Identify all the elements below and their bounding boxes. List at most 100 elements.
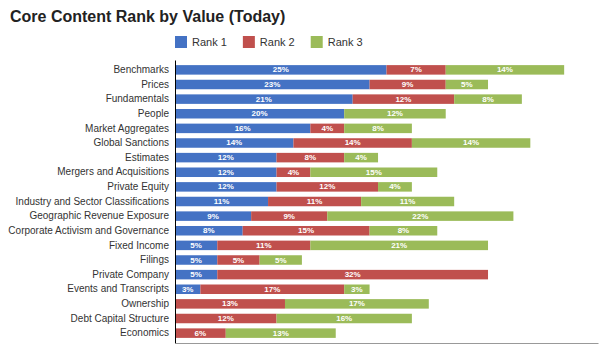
bar (175, 138, 293, 148)
data-label: 25% (273, 65, 289, 74)
x-axis (176, 343, 599, 344)
tick: Geographic Revenue Exposure (29, 210, 175, 221)
data-label: 12% (218, 153, 234, 162)
tick-label: Private Equity (107, 181, 169, 192)
bar (175, 65, 387, 75)
legend: Rank 1Rank 2Rank 3 (175, 36, 363, 48)
bar (217, 255, 259, 265)
bar (353, 94, 455, 104)
tick: Market Aggregates (85, 123, 175, 134)
data-label: 12% (218, 314, 234, 323)
data-label: 20% (252, 109, 268, 118)
data-label: 14% (345, 138, 361, 147)
legend-item: Rank 3 (311, 36, 363, 48)
legend-swatch (311, 36, 323, 48)
tick: Ownership (121, 298, 175, 309)
bar (175, 182, 277, 192)
tick-label: People (138, 108, 170, 119)
data-label: 22% (412, 212, 428, 221)
data-label: 9% (283, 212, 295, 221)
data-label: 16% (336, 314, 352, 323)
tick: Fixed Income (109, 240, 175, 251)
data-label: 12% (387, 109, 403, 118)
data-label: 14% (463, 138, 479, 147)
bar (175, 80, 370, 90)
legend-label: Rank 1 (192, 36, 227, 48)
bar (454, 94, 522, 104)
data-label: 23% (264, 80, 280, 89)
tick-label: Fundamentals (106, 93, 169, 104)
data-label: 16% (235, 124, 251, 133)
tick: Events and Transcripts (67, 283, 175, 294)
legend-swatch (243, 36, 255, 48)
data-label: 5% (275, 256, 287, 265)
data-label: 17% (264, 285, 280, 294)
tick-label: Corporate Activism and Governance (8, 225, 169, 236)
data-label: 8% (482, 95, 494, 104)
bar (277, 153, 345, 163)
bar (175, 270, 217, 280)
bar (175, 314, 277, 324)
bar (175, 211, 251, 221)
tick-label: Events and Transcripts (67, 283, 169, 294)
data-label: 8% (203, 226, 215, 235)
bar (226, 328, 336, 338)
tick: People (138, 108, 175, 119)
bar (285, 299, 429, 309)
tick: Private Company (92, 269, 175, 280)
bar (200, 284, 344, 294)
tick: Mergers and Acquisitions (57, 166, 175, 177)
bar (378, 182, 412, 192)
bar (217, 241, 310, 251)
chart-container: Core Content Rank by Value (Today) Rank 1… (0, 0, 614, 353)
data-label: 32% (345, 270, 361, 279)
bar (310, 124, 344, 134)
data-label: 5% (190, 241, 202, 250)
tick: Global Sanctions (93, 137, 175, 148)
bar (446, 65, 564, 75)
data-label: 17% (349, 299, 365, 308)
data-label: 5% (190, 270, 202, 279)
bar (344, 284, 369, 294)
tick: Prices (141, 79, 175, 90)
bar (175, 197, 268, 207)
axis-line (176, 343, 599, 344)
data-label: 4% (321, 124, 333, 133)
tick: Corporate Activism and Governance (8, 225, 175, 236)
data-label: 3% (182, 285, 194, 294)
chart-title: Core Content Rank by Value (Today) (10, 8, 285, 25)
bar (175, 167, 277, 177)
bar (344, 153, 378, 163)
data-label: 4% (389, 182, 401, 191)
data-label: 4% (355, 153, 367, 162)
data-label: 7% (410, 65, 422, 74)
data-label: 15% (298, 226, 314, 235)
data-label: 11% (256, 241, 272, 250)
bar (277, 182, 379, 192)
data-label: 4% (288, 168, 300, 177)
tick: Benchmarks (113, 64, 175, 75)
bar (175, 226, 243, 236)
bar (310, 167, 437, 177)
bar (175, 94, 353, 104)
tick-label: Fixed Income (109, 240, 169, 251)
tick-label: Global Sanctions (93, 137, 169, 148)
bars (175, 65, 564, 338)
bar (488, 270, 489, 280)
tick: Debt Capital Structure (71, 313, 175, 324)
data-label: 12% (218, 168, 234, 177)
bar (175, 124, 310, 134)
bar (175, 299, 285, 309)
data-label: 21% (391, 241, 407, 250)
tick-label: Geographic Revenue Exposure (29, 210, 169, 221)
tick-label: Mergers and Acquisitions (57, 166, 169, 177)
data-label: 11% (214, 197, 230, 206)
tick: Economics (120, 327, 175, 338)
legend-swatch (175, 36, 187, 48)
data-label: 13% (273, 329, 289, 338)
bar (370, 80, 446, 90)
data-label: 9% (207, 212, 219, 221)
bar (243, 226, 370, 236)
bar (361, 197, 454, 207)
legend-item: Rank 1 (175, 36, 227, 48)
